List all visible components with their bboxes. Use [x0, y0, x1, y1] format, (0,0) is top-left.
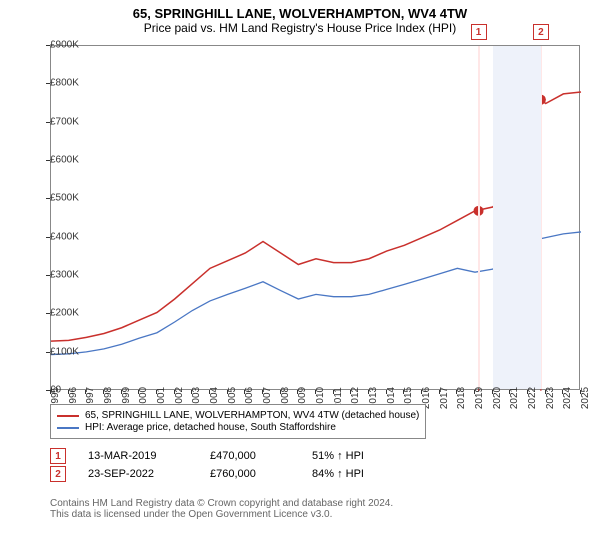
transaction-marker: 1 — [50, 448, 66, 464]
sale-marker: 1 — [471, 24, 487, 40]
x-axis-label: 2024 — [562, 387, 573, 409]
x-axis-label: 2023 — [545, 387, 556, 409]
transaction-marker: 2 — [50, 466, 66, 482]
transaction-row: 1 13-MAR-2019 £470,000 51% ↑ HPI — [50, 448, 364, 464]
transaction-date: 13-MAR-2019 — [88, 450, 188, 462]
x-axis-label: 2017 — [439, 387, 450, 409]
transactions-list: 1 13-MAR-2019 £470,000 51% ↑ HPI 2 23-SEP-202… — [50, 446, 364, 484]
legend-label: HPI: Average price, detached house, Sout… — [85, 422, 336, 433]
price-chart: 12 — [50, 45, 580, 390]
x-axis-label: 2018 — [456, 387, 467, 409]
page-title: 65, SPRINGHILL LANE, WOLVERHAMPTON, WV4 … — [0, 0, 600, 21]
x-axis-label: 2020 — [492, 387, 503, 409]
transaction-price: £470,000 — [210, 450, 290, 462]
footer-line: Contains HM Land Registry data © Crown c… — [50, 498, 393, 509]
transaction-price: £760,000 — [210, 468, 290, 480]
x-axis-label: 2025 — [580, 387, 591, 409]
sale-marker: 2 — [533, 24, 549, 40]
x-axis-label: 2019 — [474, 387, 485, 409]
transaction-hpi: 51% ↑ HPI — [312, 450, 364, 462]
x-axis-label: 2022 — [527, 387, 538, 409]
legend-label: 65, SPRINGHILL LANE, WOLVERHAMPTON, WV4 … — [85, 410, 419, 421]
transaction-row: 2 23-SEP-2022 £760,000 84% ↑ HPI — [50, 466, 364, 482]
page-subtitle: Price paid vs. HM Land Registry's House … — [0, 21, 600, 39]
legend: 65, SPRINGHILL LANE, WOLVERHAMPTON, WV4 … — [50, 404, 426, 439]
footer-line: This data is licensed under the Open Gov… — [50, 509, 393, 520]
footer-attribution: Contains HM Land Registry data © Crown c… — [50, 498, 393, 520]
transaction-hpi: 84% ↑ HPI — [312, 468, 364, 480]
transaction-date: 23-SEP-2022 — [88, 468, 188, 480]
x-axis-label: 2021 — [509, 387, 520, 409]
